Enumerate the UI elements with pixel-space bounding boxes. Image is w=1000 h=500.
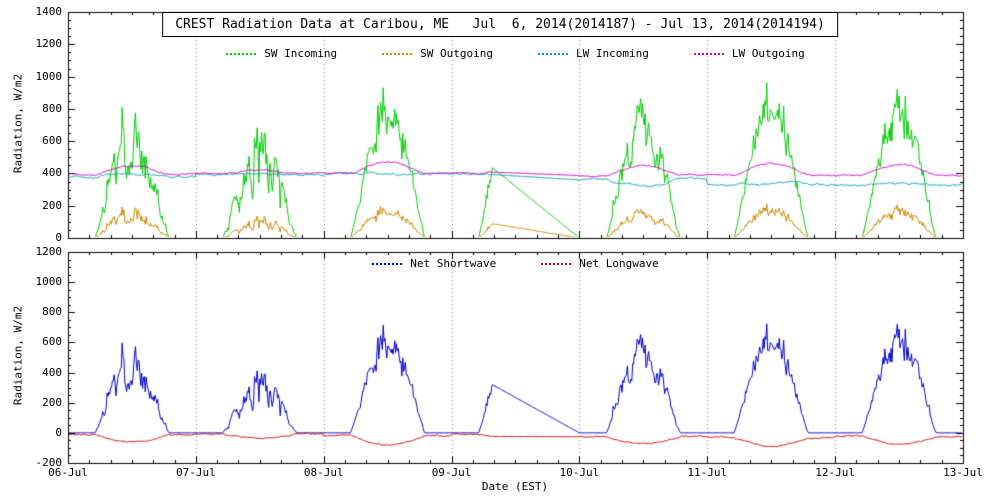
y-tick-label-top: 400	[42, 166, 62, 180]
y-tick-label-top: 600	[42, 134, 62, 148]
lw-incoming-line-swatch	[538, 52, 568, 55]
x-tick-label: 09-Jul	[431, 466, 472, 479]
y-tick-label-top: 1000	[35, 69, 63, 83]
sw-outgoing-line-swatch	[382, 52, 413, 55]
y-tick-label-top: 1400	[35, 5, 63, 18]
net-longwave-line-swatch	[541, 262, 572, 265]
x-tick-label: 12-Jul	[815, 466, 856, 479]
legend-item-sw-outgoing: SW Outgoing	[382, 47, 493, 60]
y-tick-label-bottom: 1000	[35, 275, 63, 289]
x-tick-label: 08-Jul	[303, 466, 344, 479]
y-tick-label-bottom: 400	[42, 365, 62, 379]
x-tick-label: 07-Jul	[175, 466, 216, 479]
x-tick-label: 13-Jul	[943, 466, 983, 479]
x-axis-label: Date (EST)	[481, 480, 549, 493]
x-tick-label: 06-Jul	[48, 466, 88, 479]
legend-item-net-shortwave: Net Shortwave	[372, 257, 496, 270]
legend-item-net-longwave: Net Longwave	[541, 257, 659, 270]
x-tick-label: 10-Jul	[559, 466, 600, 479]
y-tick-label-bottom: 200	[42, 395, 62, 409]
y-tick-label-top: 800	[42, 101, 62, 115]
net-shortwave-line-swatch	[372, 262, 403, 265]
legend-item-lw-incoming: LW Incoming	[538, 47, 649, 60]
legend-item-sw-incoming: SW Incoming	[226, 47, 337, 60]
legend-item-lw-outgoing: LW Outgoing	[693, 47, 805, 60]
y-tick-label-bottom: -200	[35, 456, 63, 469]
y-tick-label-bottom: 1200	[35, 245, 63, 258]
legend-label-lw-incoming: LW Incoming	[576, 47, 649, 60]
sw-incoming-line-swatch	[226, 52, 257, 55]
x-tick-label: 11-Jul	[687, 466, 728, 479]
legend-top-panel: SW Incoming SW Outgoing LW Incoming LW O…	[68, 47, 963, 60]
legend-label-net-shortwave: Net Shortwave	[410, 257, 497, 270]
legend-label-lw-outgoing: LW Outgoing	[731, 47, 805, 60]
y-tick-label-bottom: 800	[42, 305, 62, 319]
y-tick-label-top: 200	[42, 198, 62, 212]
y-tick-label-top: 1200	[35, 37, 63, 51]
y-tick-label-top: 0	[55, 231, 62, 244]
y-tick-label-bottom: 600	[42, 335, 62, 349]
legend-label-sw-outgoing: SW Outgoing	[420, 47, 493, 60]
lw-outgoing-line-swatch	[693, 52, 724, 55]
y-tick-label-bottom: 0	[55, 425, 62, 439]
legend-label-net-longwave: Net Longwave	[579, 257, 659, 270]
legend-bottom-panel: Net Shortwave Net Longwave	[68, 257, 963, 270]
legend-label-sw-incoming: SW Incoming	[264, 47, 338, 60]
chart-title: CREST Radiation Data at Caribou, ME Jul …	[162, 12, 838, 37]
